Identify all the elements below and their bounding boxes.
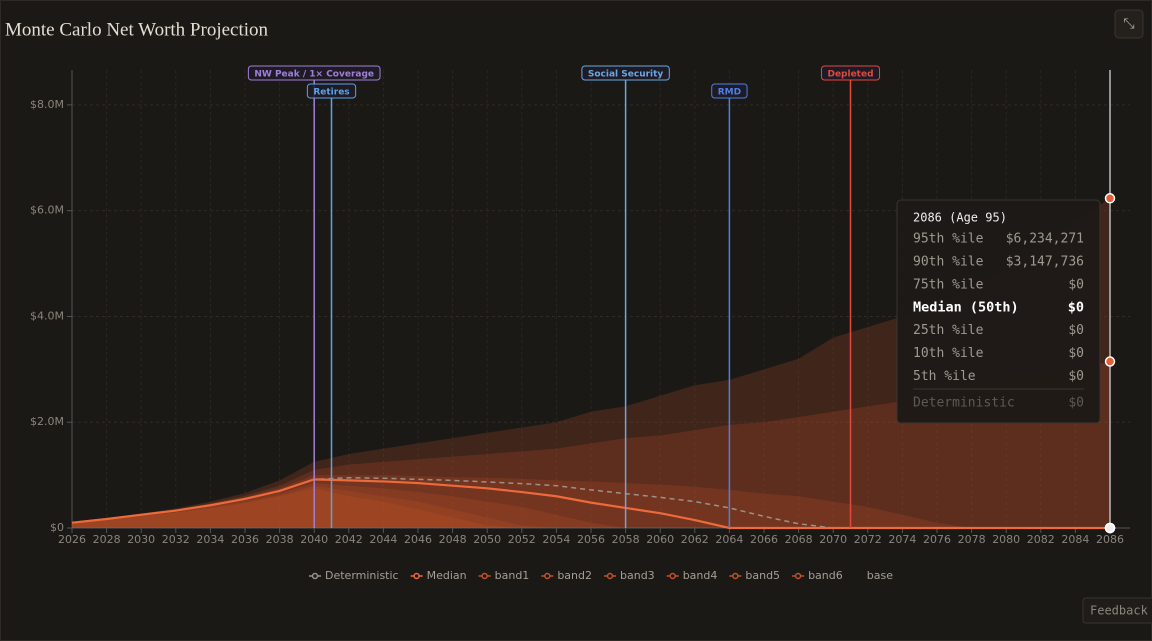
x-tick-label: 2052: [508, 533, 536, 546]
x-tick-label: 2082: [1027, 533, 1055, 546]
legend-label: band2: [557, 569, 592, 582]
tooltip-row-label: 95th %ile: [913, 232, 984, 247]
tooltip-row-label: 10th %ile: [913, 346, 984, 361]
x-tick-label: 2054: [542, 533, 570, 546]
legend-label: band1: [495, 569, 530, 582]
x-tick-label: 2026: [58, 533, 86, 546]
tooltip-row-label: Median (50th): [913, 300, 1019, 316]
y-tick-label: $6.0M: [30, 204, 64, 217]
tooltip-row-label: 90th %ile: [913, 254, 984, 269]
x-tick-label: 2060: [646, 533, 674, 546]
tooltip-row-label: 75th %ile: [913, 277, 984, 292]
y-tick-label: $4.0M: [30, 309, 64, 322]
x-tick-label: 2078: [958, 533, 986, 546]
y-tick-label: $8.0M: [30, 98, 64, 111]
x-tick-label: 2056: [577, 533, 605, 546]
x-tick-label: 2046: [404, 533, 432, 546]
feedback-label: Feedback: [1090, 604, 1149, 618]
x-tick-label: 2066: [750, 533, 778, 546]
tooltip-row-label: 5th %ile: [913, 369, 976, 384]
legend-label: Deterministic: [325, 569, 399, 582]
tooltip-row-value: $0: [1068, 369, 1084, 384]
x-tick-label: 2034: [196, 533, 224, 546]
feedback-button[interactable]: [1082, 597, 1152, 624]
legend-label: base: [867, 569, 893, 582]
expand-button[interactable]: [1114, 9, 1144, 39]
annotation-label: Depleted: [827, 70, 873, 80]
tooltip-row-value: $0: [1068, 346, 1084, 361]
annotation-box: [306, 83, 357, 99]
x-tick-label: 2058: [612, 533, 640, 546]
annotation-box: [711, 83, 748, 99]
annotation-label: Retires: [313, 88, 349, 98]
annotation-box: [247, 65, 381, 81]
tooltip-row-value: $6,234,271: [1006, 232, 1084, 247]
y-tick-label: $0: [50, 521, 64, 534]
annotation-label: RMD: [718, 88, 741, 98]
x-tick-label: 2084: [1061, 533, 1089, 546]
legend-label: Median: [427, 569, 467, 582]
median-line: [71, 478, 1110, 530]
x-tick-label: 2076: [923, 533, 951, 546]
x-tick-label: 2086: [1096, 533, 1124, 546]
x-tick-label: 2050: [473, 533, 501, 546]
hover-dot: [1104, 193, 1116, 204]
tooltip-row-value: $0: [1068, 277, 1084, 292]
legend-marker: [606, 572, 614, 580]
x-tick-label: 2048: [439, 533, 467, 546]
legend-label: band4: [683, 569, 718, 582]
legend-marker: [732, 572, 739, 580]
x-tick-label: 2068: [785, 533, 813, 546]
tooltip-row-value: $0: [1068, 300, 1084, 316]
tooltip-row-value: $0: [1068, 323, 1084, 338]
tooltip-row-label: 25th %ile: [913, 323, 984, 338]
legend-marker: [544, 572, 551, 580]
legend-label: band6: [808, 569, 843, 582]
tooltip-title: 2086 (Age 95): [913, 211, 1007, 225]
legend-marker: [669, 572, 676, 580]
annotation-box: [820, 65, 881, 81]
legend-marker: [413, 572, 420, 580]
tooltip: 2086 (Age 95) 95th %ile $6,234,271 90th %il…: [896, 199, 1101, 424]
annotation-label: NW Peak / 1× Coverage: [254, 70, 374, 80]
legend-marker: [481, 572, 488, 580]
hover-dot: [1104, 356, 1116, 367]
x-tick-label: 2064: [715, 533, 743, 546]
x-tick-label: 2040: [300, 533, 328, 546]
x-tick-label: 2044: [369, 533, 397, 546]
legend-marker: [311, 572, 319, 580]
legend: Deterministic Median band1 band2 band3 band4 b…: [309, 569, 893, 582]
x-tick-label: 2028: [93, 533, 121, 546]
legend-label: band3: [620, 569, 655, 582]
x-tick-label: 2036: [231, 533, 259, 546]
x-tick-label: 2032: [162, 533, 190, 546]
annotation-box: [581, 65, 670, 81]
tooltip-footer-label: Deterministic: [913, 396, 1015, 411]
y-tick-label: $2.0M: [30, 415, 64, 428]
x-tick-label: 2072: [854, 533, 882, 546]
tooltip-row-value: $3,147,736: [1006, 254, 1084, 269]
chart-title: Monte Carlo Net Worth Projection: [5, 19, 269, 40]
legend-marker: [794, 572, 802, 580]
x-tick-label: 2042: [335, 533, 363, 546]
x-tick-label: 2070: [819, 533, 847, 546]
x-tick-label: 2080: [992, 533, 1020, 546]
x-tick-label: 2074: [888, 533, 916, 546]
hover-dot: [1104, 522, 1116, 534]
expand-icon: ⤡: [1123, 16, 1134, 32]
tooltip-footer-value: $0: [1068, 396, 1084, 411]
x-tick-label: 2030: [127, 533, 155, 546]
legend-label: band5: [745, 569, 780, 582]
tooltip-box: [896, 199, 1101, 424]
annotation-label: Social Security: [588, 70, 664, 80]
x-tick-label: 2038: [266, 533, 294, 546]
x-tick-label: 2062: [681, 533, 709, 546]
